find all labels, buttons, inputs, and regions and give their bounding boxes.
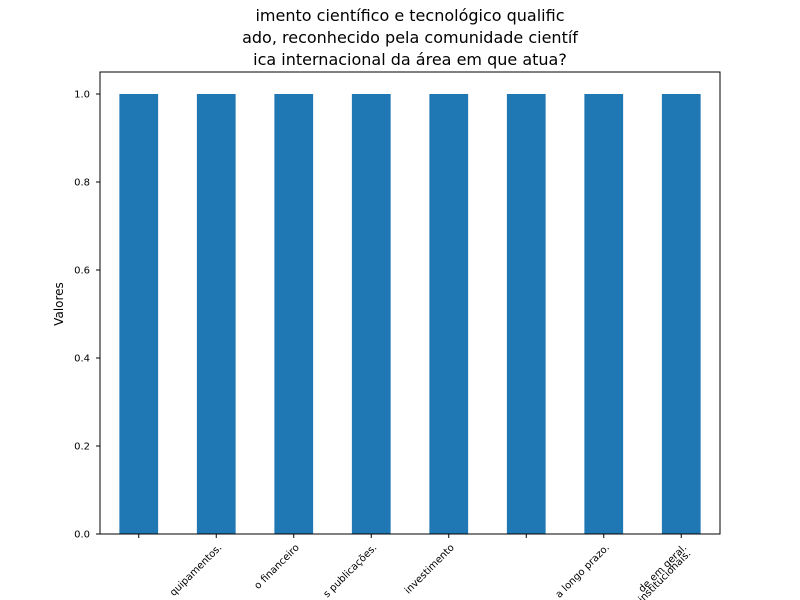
bar [119, 94, 159, 534]
x-tick-label: institucionais. [637, 548, 694, 600]
x-tick-label: s publicações. [322, 542, 380, 600]
y-tick-label: 1.0 [74, 90, 90, 101]
y-tick-label: 0.8 [74, 178, 90, 189]
bar [584, 94, 624, 534]
x-tick-label: a longo prazo. [554, 542, 612, 600]
title-line: imento científico e tecnológico qualific [255, 6, 564, 25]
x-tick-label: investimento [403, 542, 457, 596]
bar [274, 94, 314, 534]
y-tick-label: 0.0 [74, 530, 90, 541]
x-tick-label: o financeiro [252, 542, 301, 591]
plot-frame [99, 71, 721, 535]
y-tick-label: 0.4 [74, 354, 90, 365]
y-tick-label: 0.6 [74, 266, 90, 277]
x-axis: quipamentos. o financeiro s publicações. in… [138, 534, 694, 600]
plot-area [99, 71, 721, 535]
y-axis: 0.0 0.2 0.4 0.6 0.8 1.0 [74, 90, 100, 541]
x-tick-label: de em geral. [637, 542, 690, 595]
bar [506, 94, 546, 534]
bar [196, 94, 236, 534]
bar [429, 94, 469, 534]
bar [351, 94, 391, 534]
x-tick-label: quipamentos. [168, 542, 224, 598]
chart-title: imento científico e tecnológico qualific… [242, 6, 578, 69]
y-tick-label: 0.2 [74, 442, 90, 453]
title-line: ica internacional da área em que atua? [253, 50, 567, 69]
title-line: ado, reconhecido pela comunidade científ [242, 28, 578, 47]
y-axis-label: Valores [52, 282, 66, 326]
bar [661, 94, 701, 534]
